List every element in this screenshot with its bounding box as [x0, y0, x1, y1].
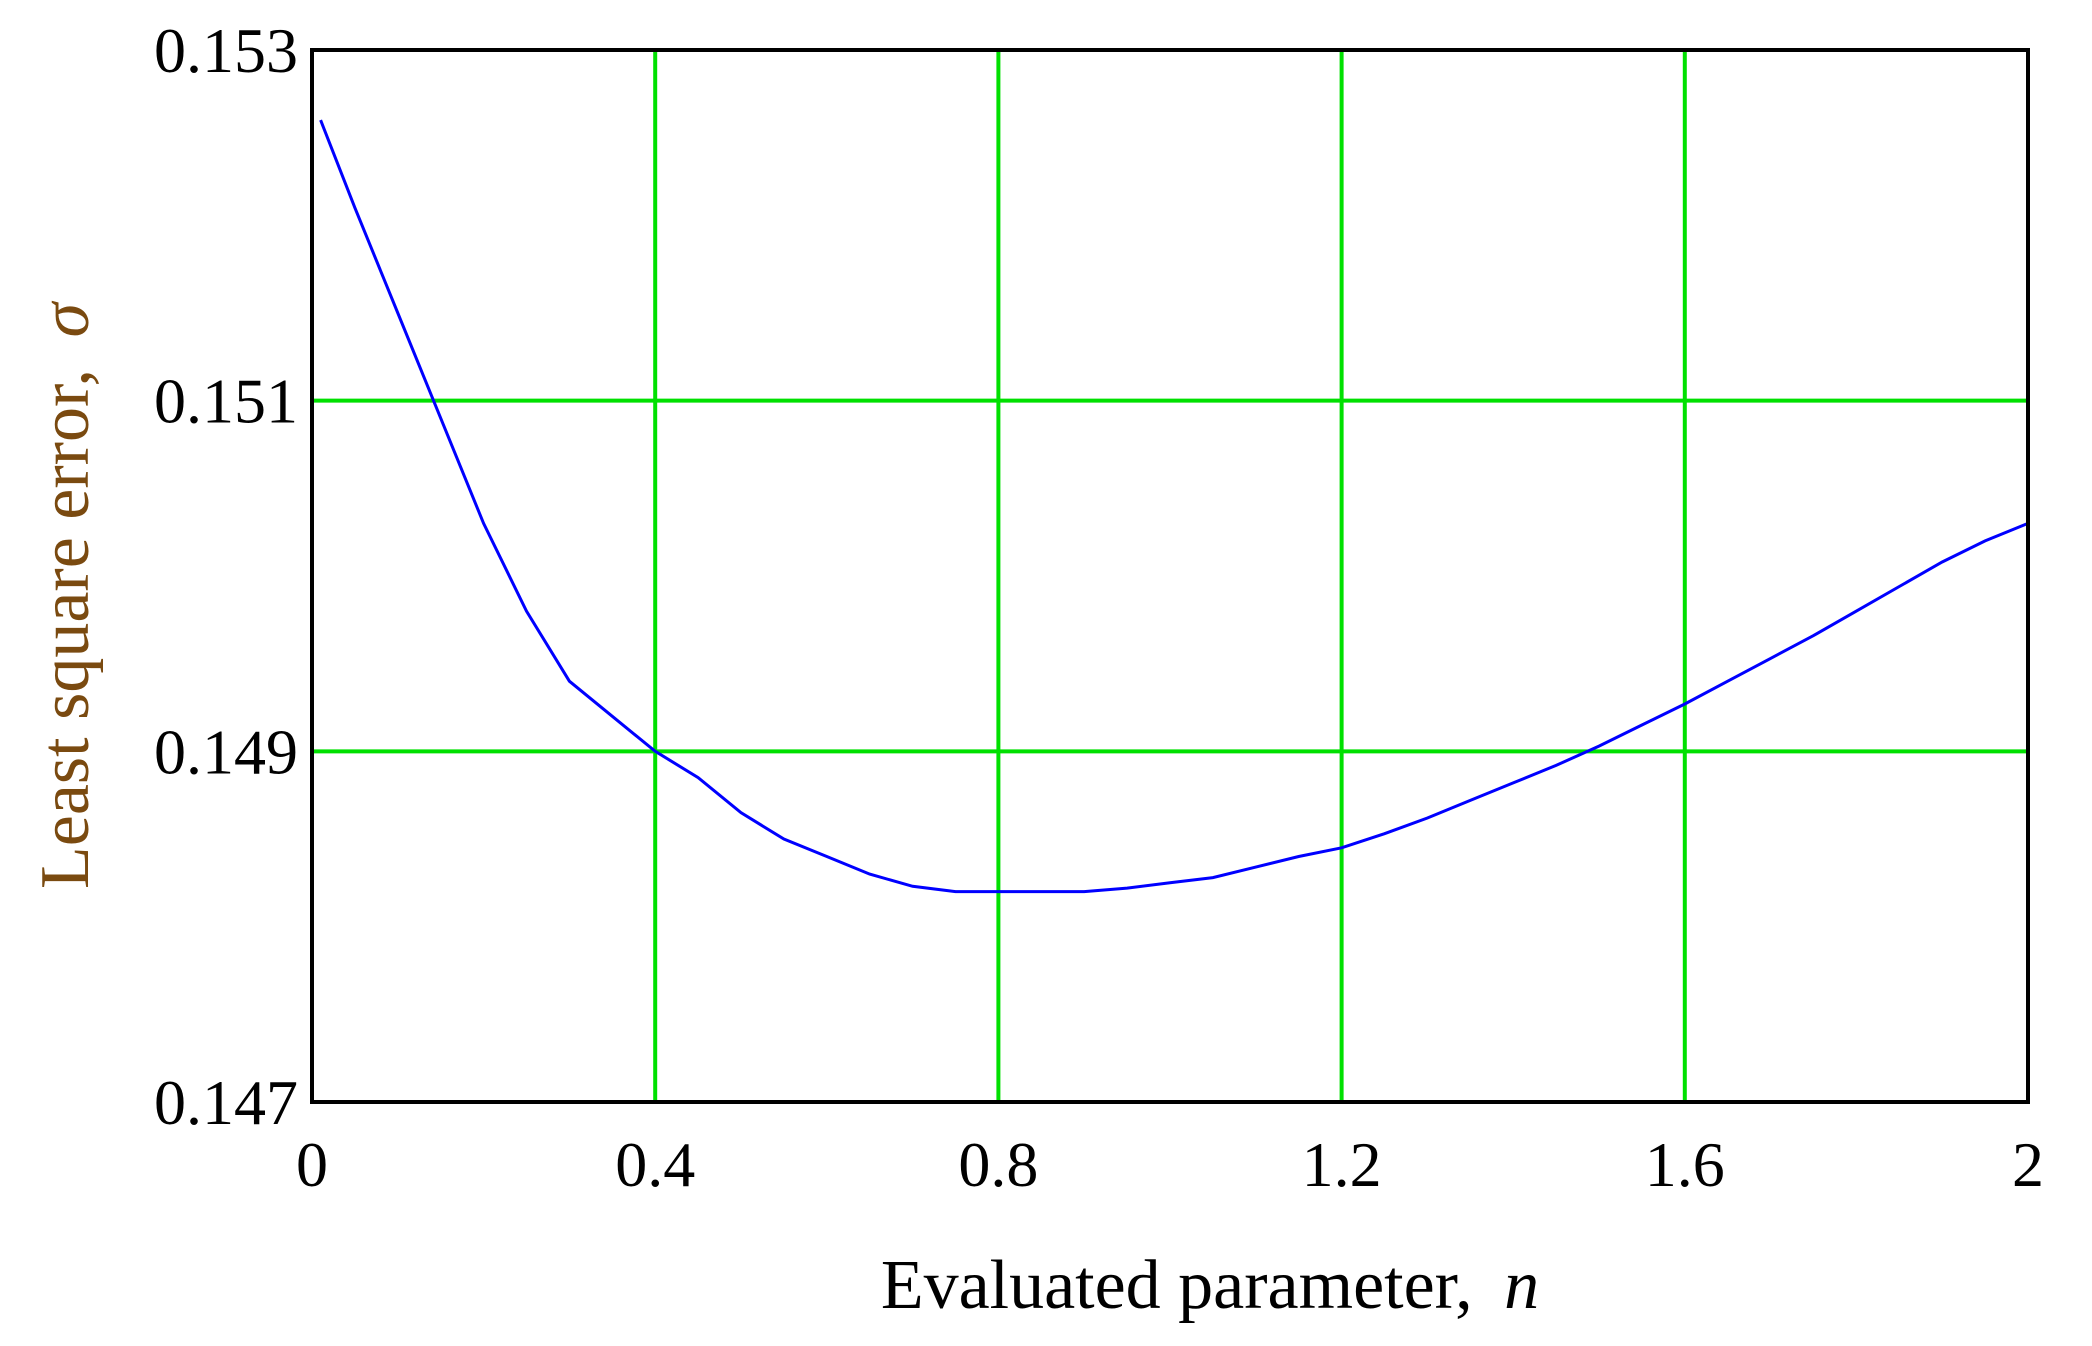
x-axis-title: Evaluated parameter, n [881, 1247, 1539, 1324]
x-tick-label: 1.6 [1645, 1129, 1725, 1200]
x-tick-label: 2 [2012, 1129, 2044, 1200]
y-axis-title-text: Least square error, [27, 369, 104, 889]
x-axis-title-text: Evaluated parameter, [881, 1247, 1473, 1324]
x-tick-labels: 0 0.4 0.8 1.2 1.6 2 [296, 1129, 2044, 1200]
y-tick-labels: 0.147 0.149 0.151 0.153 [154, 15, 298, 1138]
x-tick-label: 0 [296, 1129, 328, 1200]
y-tick-label: 0.153 [154, 15, 298, 86]
y-tick-label: 0.149 [154, 716, 298, 787]
y-tick-label: 0.151 [154, 366, 298, 437]
x-axis-title-symbol: n [1504, 1247, 1539, 1324]
x-tick-label: 1.2 [1302, 1129, 1382, 1200]
grid-lines [312, 50, 2028, 1102]
x-tick-label: 0.4 [615, 1129, 695, 1200]
series-line [319, 119, 2029, 894]
y-axis-title-symbol: σ [27, 301, 104, 338]
plot-frame [310, 48, 2030, 1104]
y-axis-title: Least square error, σ [27, 301, 104, 889]
x-tick-label: 0.8 [958, 1129, 1038, 1200]
y-tick-label: 0.147 [154, 1067, 298, 1138]
